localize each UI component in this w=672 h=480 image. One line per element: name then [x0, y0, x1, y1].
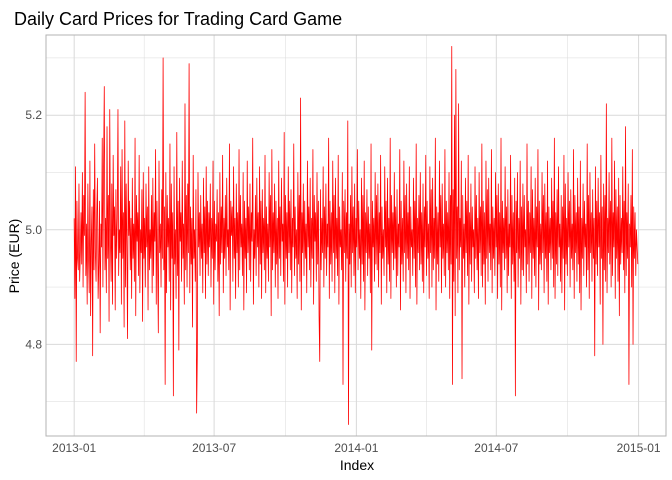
y-axis-label: Price (EUR) [6, 219, 22, 294]
x-tick-label: 2013-07 [192, 441, 236, 455]
y-tick-label: 4.8 [25, 337, 42, 351]
x-tick-label: 2014-07 [474, 441, 518, 455]
chart-title: Daily Card Prices for Trading Card Game [14, 9, 342, 29]
y-tick-label: 5.2 [25, 108, 42, 122]
x-tick-label: 2015-01 [617, 441, 661, 455]
panel-border [45, 34, 667, 437]
x-tick-label: 2013-01 [52, 441, 96, 455]
y-axis-ticks: 4.8 5.0 5.2 [25, 108, 42, 351]
grid-lines [46, 35, 666, 436]
x-axis-label: Index [340, 457, 374, 473]
x-tick-label: 2014-01 [334, 441, 378, 455]
price-series-line [73, 46, 639, 425]
x-axis-ticks: 2013-01 2013-07 2014-01 2014-07 2015-01 [52, 441, 661, 455]
y-tick-label: 5.0 [25, 223, 42, 237]
